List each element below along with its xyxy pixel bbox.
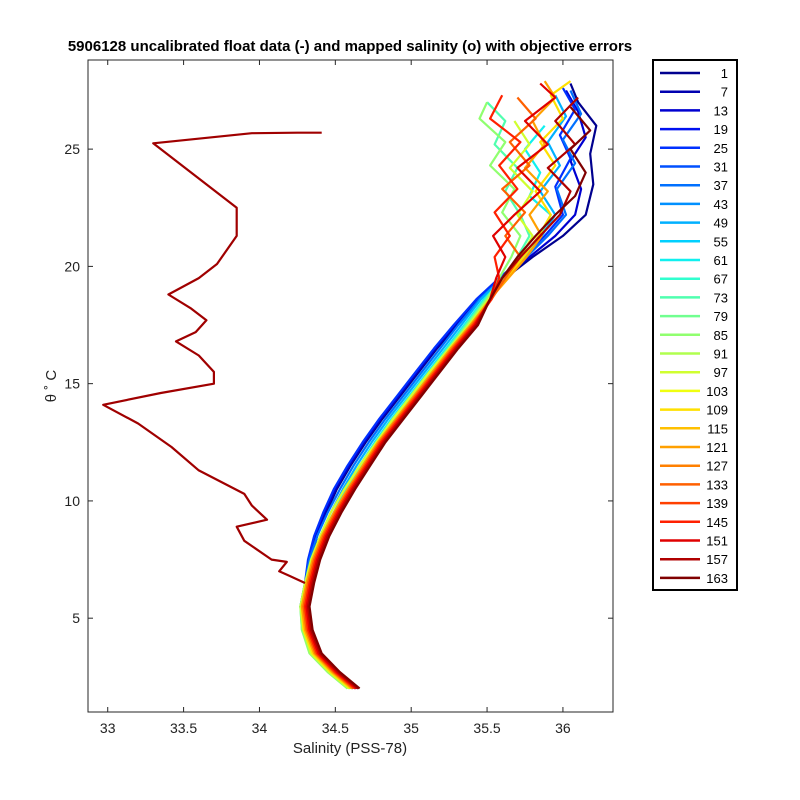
legend-label-7: 7 xyxy=(721,85,728,100)
y-tick-label: 20 xyxy=(64,258,80,274)
legend-label-1: 1 xyxy=(721,66,728,81)
legend-label-73: 73 xyxy=(714,290,728,305)
y-tick-label: 5 xyxy=(72,610,80,626)
series-line-121 xyxy=(300,80,557,690)
legend-label-151: 151 xyxy=(706,534,728,549)
legend-label-115: 115 xyxy=(707,421,728,436)
legend-label-67: 67 xyxy=(714,272,728,287)
legend-label-85: 85 xyxy=(714,328,728,343)
y-tick-label: 10 xyxy=(64,493,80,509)
legend-label-31: 31 xyxy=(714,160,728,175)
legend-label-79: 79 xyxy=(714,309,728,324)
legend-label-163: 163 xyxy=(706,571,728,586)
legend-label-127: 127 xyxy=(706,459,728,474)
x-tick-label: 35.5 xyxy=(473,720,500,736)
x-tick-label: 33 xyxy=(100,720,116,736)
legend-label-55: 55 xyxy=(714,234,728,249)
legend-label-37: 37 xyxy=(714,178,728,193)
x-tick-label: 36 xyxy=(555,720,571,736)
legend-label-121: 121 xyxy=(706,440,728,455)
x-tick-label: 34.5 xyxy=(322,720,349,736)
chart-title: 5906128 uncalibrated float data (-) and … xyxy=(68,38,632,55)
legend-label-103: 103 xyxy=(706,384,728,399)
x-axis-label: Salinity (PSS-78) xyxy=(293,740,407,757)
x-axis: 33 33.5 34 34.5 35 35.5 36 xyxy=(100,60,571,736)
y-tick-label: 15 xyxy=(64,376,80,392)
series-line-145 xyxy=(303,94,522,690)
legend-label-43: 43 xyxy=(714,197,728,212)
legend-label-133: 133 xyxy=(706,477,728,492)
series-line-163-outlier xyxy=(102,131,322,584)
legend-label-91: 91 xyxy=(714,347,728,362)
legend-label-109: 109 xyxy=(706,403,728,418)
legend-label-49: 49 xyxy=(714,216,728,231)
legend-label-25: 25 xyxy=(714,141,728,156)
legend-label-97: 97 xyxy=(714,365,728,380)
legend-label-13: 13 xyxy=(714,103,728,118)
legend-label-157: 157 xyxy=(706,552,728,567)
legend-label-145: 145 xyxy=(706,515,728,530)
x-tick-label: 35 xyxy=(403,720,419,736)
series-line-163 xyxy=(308,106,592,690)
legend-label-139: 139 xyxy=(706,496,728,511)
legend-label-19: 19 xyxy=(714,122,728,137)
series-layer xyxy=(102,80,598,690)
y-axis-label: θ ˚ C xyxy=(43,370,60,403)
legend: 1 7 13 19 25 31 37 43 49 55 61 67 73 79 85 91 97 103 109 11… xyxy=(652,59,738,591)
x-tick-label: 33.5 xyxy=(170,720,197,736)
series-line-151 xyxy=(305,82,557,690)
legend-label-61: 61 xyxy=(714,253,728,268)
axes-frame xyxy=(87,59,614,713)
x-tick-label: 34 xyxy=(252,720,268,736)
y-tick-label: 25 xyxy=(64,141,80,157)
series-line-157 xyxy=(306,96,579,690)
y-axis: 5 10 15 20 25 xyxy=(64,141,613,626)
